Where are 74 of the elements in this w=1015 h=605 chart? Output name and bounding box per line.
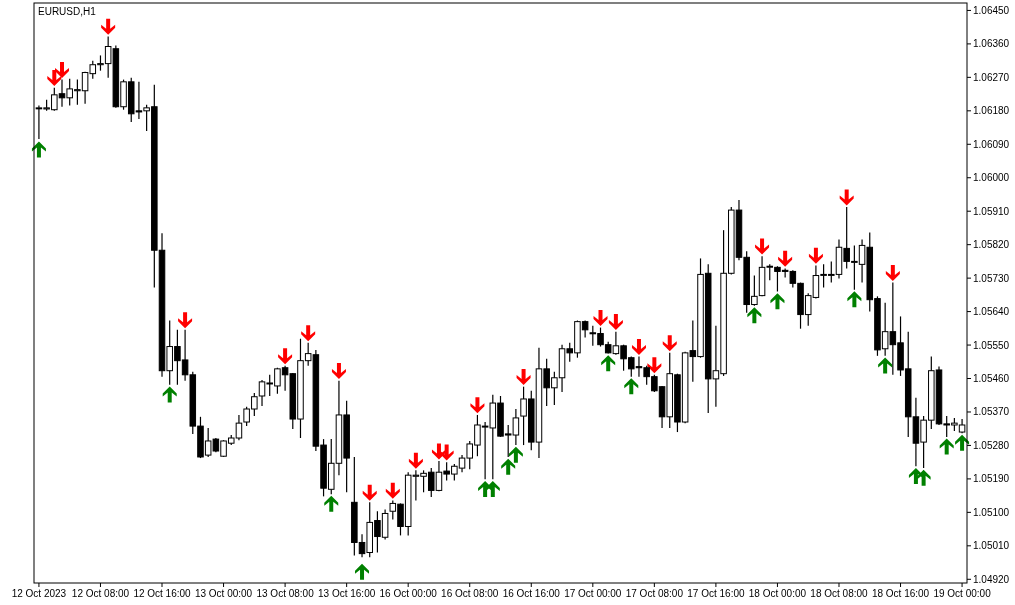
point	[508, 446, 523, 463]
x-tick-label: 16 Oct 00:00	[379, 588, 438, 599]
point	[31, 141, 46, 158]
point	[362, 484, 377, 501]
point	[485, 480, 500, 497]
y-tick-label: 1.05550	[973, 339, 1010, 351]
x-tick-label: 19 Oct 00:00	[933, 588, 992, 599]
point	[916, 469, 931, 486]
point	[747, 307, 762, 324]
point	[355, 563, 370, 580]
point	[331, 363, 346, 380]
point	[608, 314, 623, 330]
y-tick-label: 1.05640	[973, 306, 1010, 318]
point	[624, 378, 639, 395]
y-tick-label: 1.06450	[973, 4, 1010, 16]
point	[631, 338, 646, 355]
point	[778, 250, 793, 267]
point	[939, 438, 954, 455]
point	[847, 291, 862, 308]
y-tick-label: 1.05820	[973, 239, 1010, 251]
y-tick-label: 1.06270	[973, 71, 1010, 83]
point	[47, 70, 62, 87]
point	[178, 312, 193, 329]
y-tick-label: 1.06360	[973, 38, 1010, 50]
point	[501, 458, 516, 475]
point	[878, 357, 893, 374]
point	[101, 18, 116, 35]
y-tick-label: 1.05010	[973, 540, 1010, 552]
x-tick-label: 13 Oct 00:00	[194, 588, 253, 599]
point	[278, 348, 293, 365]
point	[755, 238, 770, 255]
y-tick-label: 1.05190	[973, 473, 1010, 485]
y-tick-label: 1.06180	[973, 105, 1010, 117]
point	[470, 397, 485, 414]
y-tick-label: 1.06090	[973, 138, 1010, 150]
y-tick-label: 1.05460	[973, 373, 1010, 385]
chart-title: EURUSD,H1	[38, 6, 97, 17]
point	[385, 482, 400, 499]
point	[770, 293, 785, 310]
y-tick-label: 1.06000	[973, 172, 1010, 184]
point	[516, 369, 531, 386]
point	[662, 335, 677, 352]
point	[601, 355, 616, 372]
point	[593, 309, 608, 326]
x-tick-label: 12 Oct 08:00	[71, 588, 130, 599]
point	[324, 495, 339, 512]
x-tick-label: 18 Oct 00:00	[748, 588, 807, 599]
point	[439, 444, 454, 461]
y-tick-label: 1.05730	[973, 272, 1010, 284]
point	[839, 189, 854, 206]
point	[885, 264, 900, 281]
x-tick-label: 18 Oct 16:00	[871, 588, 930, 599]
x-tick-label: 12 Oct 16:00	[133, 588, 192, 599]
x-tick-label: 18 Oct 08:00	[810, 588, 869, 599]
y-tick-label: 1.05100	[973, 506, 1010, 518]
point	[55, 61, 69, 78]
y-tick-label: 1.05370	[973, 406, 1010, 418]
x-tick-label: 16 Oct 16:00	[502, 588, 561, 599]
x-tick-label: 17 Oct 16:00	[687, 588, 745, 599]
x-tick-label: 17 Oct 08:00	[625, 588, 684, 599]
x-tick-label: 13 Oct 08:00	[256, 588, 315, 599]
point	[955, 434, 970, 451]
point	[162, 386, 177, 403]
x-tick-label: 12 Oct 2023	[11, 588, 67, 599]
y-tick-label: 1.05910	[973, 205, 1010, 217]
point	[808, 247, 823, 264]
point	[408, 452, 423, 469]
y-tick-label: 1.04920	[973, 573, 1010, 585]
point	[301, 325, 316, 342]
point	[647, 357, 662, 374]
x-tick-label: 13 Oct 16:00	[318, 588, 376, 599]
x-tick-label: 16 Oct 08:00	[441, 588, 499, 599]
x-tick-label: 17 Oct 00:00	[564, 588, 622, 599]
y-tick-label: 1.05280	[973, 439, 1010, 451]
